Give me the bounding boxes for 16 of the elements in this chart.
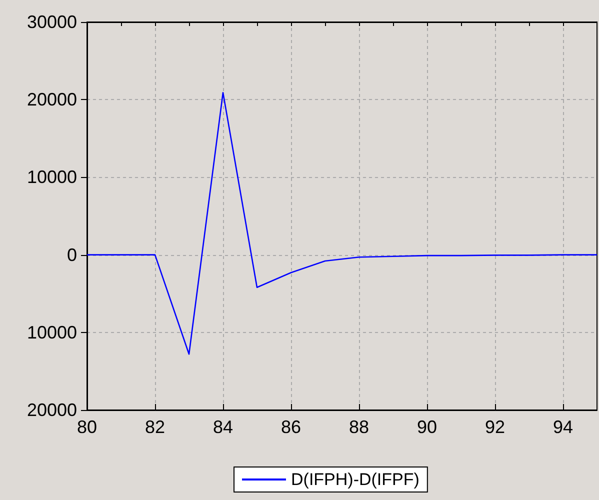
x-tick-label: 82 [144, 417, 166, 437]
y-tick-label: 0 [66, 244, 77, 265]
x-tick-label: 86 [280, 417, 302, 437]
line-series [86, 92, 598, 355]
x-tick-label: 80 [76, 417, 98, 437]
x-tick-label: 88 [348, 417, 370, 437]
x-tick-label: 94 [552, 417, 574, 437]
y-tick-label: 10000 [26, 167, 77, 188]
x-tick-label: 84 [212, 417, 234, 437]
y-tick-label: 10000 [26, 322, 77, 342]
y-tick-label: 30000 [26, 12, 77, 32]
x-tick-label: 92 [484, 417, 506, 437]
y-tick-label: 20000 [26, 400, 77, 420]
y-tick-label: 20000 [26, 90, 77, 110]
legend-label: D(IFPH)-D(IFPF) [291, 470, 420, 489]
x-tick-label: 90 [416, 417, 438, 437]
